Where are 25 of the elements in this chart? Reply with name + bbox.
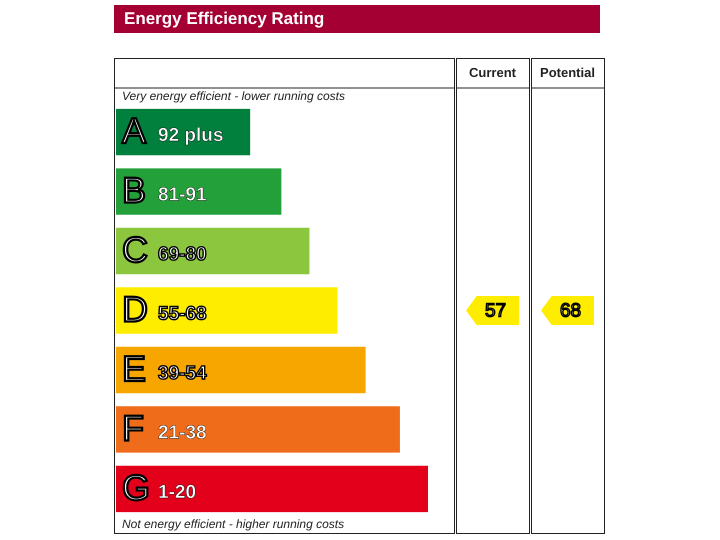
bar: [116, 406, 400, 453]
bar: [116, 346, 366, 394]
y-tick-label: E: [122, 348, 146, 389]
y-tick-label: G: [122, 466, 150, 508]
annotation: Not energy efficient - higher running costs: [122, 517, 344, 531]
annotation: 69-80: [158, 244, 207, 266]
y-tick-label: A: [122, 110, 146, 152]
y-tick-label: B: [122, 170, 146, 211]
y-tick-label: D: [122, 288, 148, 330]
text: Potential: [540, 65, 595, 80]
annotation: 21-38: [158, 422, 207, 444]
text: Current: [469, 65, 517, 80]
annotation: 1-20: [158, 482, 196, 503]
y-tick-label: C: [122, 229, 148, 270]
text: Very energy efficient - lower running costs: [122, 89, 345, 103]
annotation: 39-54: [158, 362, 208, 384]
bar: [116, 466, 428, 512]
bar: [116, 287, 338, 334]
text: 68: [560, 300, 582, 322]
annotation: 55-68: [158, 304, 207, 324]
annotation: 81-91: [158, 184, 208, 206]
annotation: 92 plus: [158, 125, 224, 146]
text: 57: [484, 300, 506, 322]
chart-title: Energy Efficiency Rating: [124, 9, 324, 28]
y-tick-label: F: [122, 407, 144, 448]
